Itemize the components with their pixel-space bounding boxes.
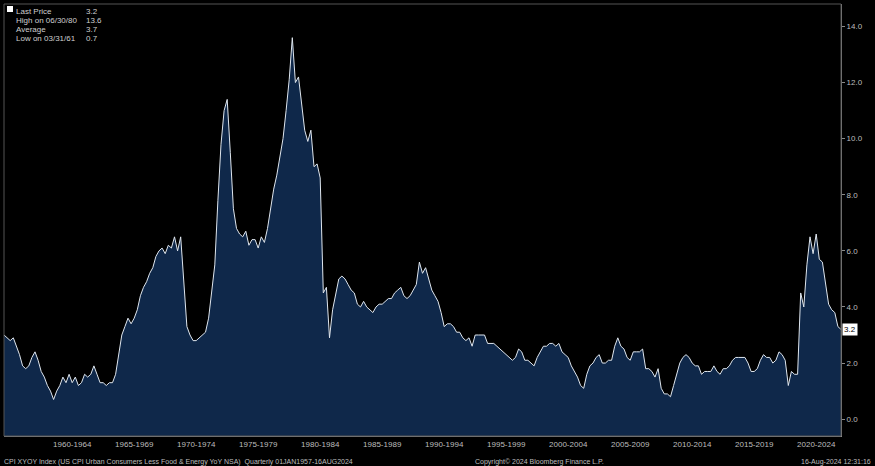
svg-text:1965-1969: 1965-1969 [115, 440, 154, 449]
svg-text:1985-1989: 1985-1989 [363, 440, 402, 449]
svg-text:CPI XYOY Index (US CPI Urban C: CPI XYOY Index (US CPI Urban Consumers L… [4, 458, 353, 466]
svg-text:2.0: 2.0 [847, 359, 859, 368]
svg-text:13.6: 13.6 [86, 16, 102, 25]
svg-text:1970-1974: 1970-1974 [177, 440, 216, 449]
svg-text:1980-1984: 1980-1984 [301, 440, 340, 449]
svg-text:16-Aug-2024 12:31:16: 16-Aug-2024 12:31:16 [801, 458, 871, 466]
svg-text:3.2: 3.2 [844, 325, 856, 334]
svg-text:4.0: 4.0 [847, 303, 859, 312]
svg-text:12.0: 12.0 [847, 78, 863, 87]
svg-text:6.0: 6.0 [847, 247, 859, 256]
svg-text:10.0: 10.0 [847, 134, 863, 143]
svg-text:3.2: 3.2 [86, 7, 98, 16]
svg-text:0.0: 0.0 [847, 415, 859, 424]
svg-text:14.0: 14.0 [847, 22, 863, 31]
svg-text:Average: Average [16, 25, 46, 34]
svg-text:1975-1979: 1975-1979 [239, 440, 278, 449]
svg-text:1990-1994: 1990-1994 [425, 440, 464, 449]
svg-text:0.7: 0.7 [86, 34, 98, 43]
svg-text:3.7: 3.7 [86, 25, 98, 34]
svg-text:2000-2004: 2000-2004 [549, 440, 588, 449]
svg-text:2010-2014: 2010-2014 [673, 440, 712, 449]
svg-text:2015-2019: 2015-2019 [735, 440, 774, 449]
svg-text:High on 06/30/80: High on 06/30/80 [16, 16, 77, 25]
svg-text:2005-2009: 2005-2009 [611, 440, 650, 449]
svg-text:Last Price: Last Price [16, 7, 52, 16]
svg-text:1960-1964: 1960-1964 [53, 440, 92, 449]
svg-text:8.0: 8.0 [847, 191, 859, 200]
svg-text:2020-2024: 2020-2024 [797, 440, 836, 449]
svg-text:Low on 03/31/61: Low on 03/31/61 [16, 34, 76, 43]
svg-text:Copyright© 2024 Bloomberg Fina: Copyright© 2024 Bloomberg Finance L.P. [475, 458, 604, 466]
svg-text:1995-1999: 1995-1999 [487, 440, 526, 449]
